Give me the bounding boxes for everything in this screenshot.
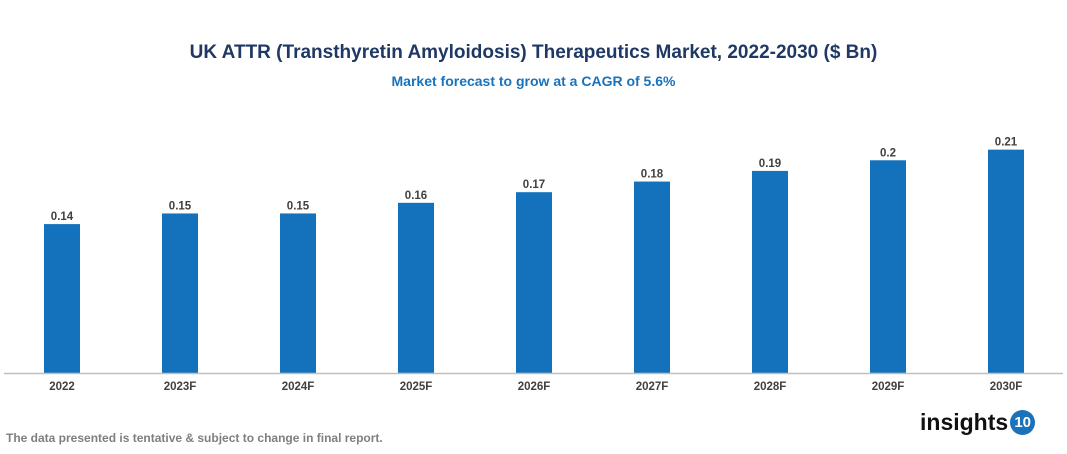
- bar: [516, 192, 552, 373]
- data-label: 0.15: [287, 200, 310, 212]
- bar: [988, 149, 1024, 373]
- bar: [634, 181, 670, 373]
- bar: [44, 224, 80, 373]
- chart-subtitle: Market forecast to grow at a CAGR of 5.6…: [391, 73, 676, 89]
- bar: [280, 213, 316, 373]
- logo-text: insights: [920, 409, 1009, 435]
- chart-title: UK ATTR (Transthyretin Amyloidosis) Ther…: [189, 42, 878, 63]
- x-tick-label: 2025F: [400, 381, 433, 393]
- bar: [162, 213, 198, 373]
- x-tick-label: 2029F: [872, 381, 905, 393]
- x-tick-label: 2026F: [518, 381, 551, 393]
- x-tick-label: 2024F: [282, 381, 315, 393]
- x-tick-label: 2028F: [754, 381, 787, 393]
- x-tick-label: 2023F: [164, 381, 197, 393]
- data-label: 0.15: [169, 200, 192, 212]
- data-label: 0.21: [995, 137, 1018, 149]
- x-tick-label: 2022: [49, 381, 75, 393]
- logo-number: 10: [1010, 410, 1036, 435]
- x-tick-label: 2027F: [636, 381, 669, 393]
- insights10-logo: insights 10: [920, 409, 1036, 436]
- data-label: 0.2: [880, 147, 896, 159]
- bar: [870, 160, 906, 373]
- data-label: 0.18: [641, 169, 664, 181]
- data-label: 0.19: [759, 158, 781, 170]
- data-label: 0.17: [523, 179, 545, 191]
- disclaimer-note: The data presented is tentative & subjec…: [6, 431, 383, 445]
- bar: [398, 202, 434, 373]
- data-label: 0.14: [51, 211, 74, 223]
- x-tick-label: 2030F: [990, 381, 1023, 393]
- data-label: 0.16: [405, 190, 427, 202]
- bar: [752, 170, 788, 373]
